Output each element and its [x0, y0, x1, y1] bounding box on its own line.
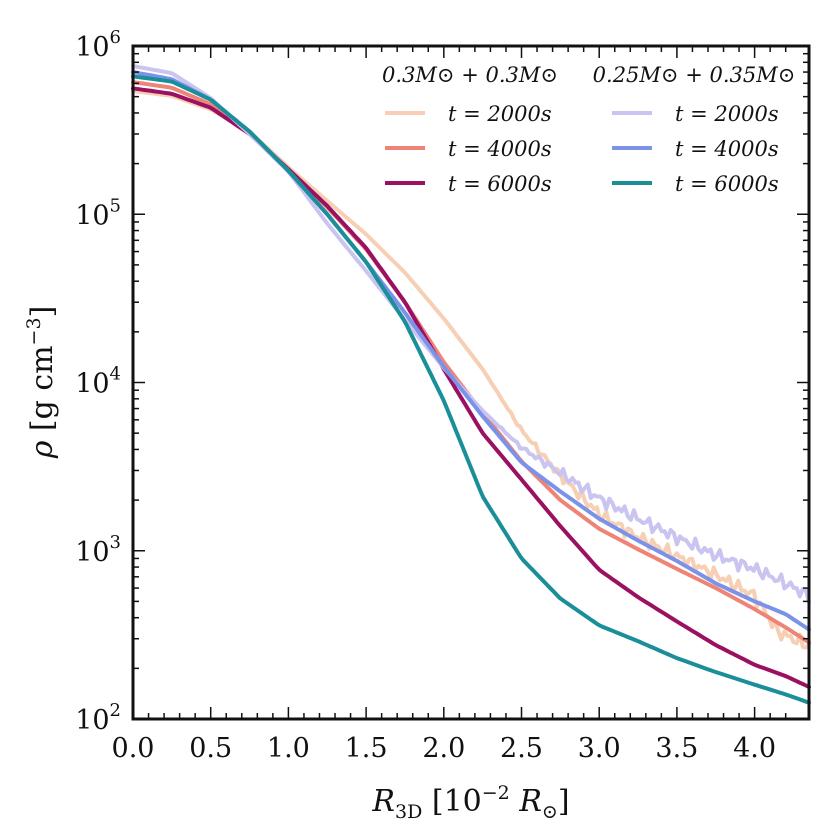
y-tick-label: 104: [75, 364, 121, 400]
y-tick-label: 106: [75, 27, 121, 63]
legend: 0.3M⊙ + 0.3M⊙ 0.25M⊙ + 0.35M⊙ t = 2000s …: [382, 63, 795, 196]
y-axis-title: ρ [g cm−3]: [23, 306, 60, 460]
series-layer: [131, 64, 811, 705]
y-tick-label: 103: [75, 532, 121, 568]
x-tick-label: 2.0: [422, 733, 465, 764]
legend-label: t = 2000s: [675, 102, 779, 126]
x-tick-label: 3.0: [578, 733, 621, 764]
legend-group-title: 0.25M⊙ + 0.35M⊙: [593, 63, 796, 87]
x-tick-label: 4.0: [733, 733, 776, 764]
y-tick-marks: [133, 52, 809, 720]
x-tick-label: 2.5: [500, 733, 543, 764]
legend-label: t = 4000s: [675, 137, 779, 161]
x-tick-labels: 0.0 0.5 1.0 1.5 2.0 2.5 3.0 3.5 4.0: [112, 733, 777, 764]
legend-group-title: 0.3M⊙ + 0.3M⊙: [382, 63, 558, 87]
y-tick-label: 102: [75, 700, 121, 736]
x-tick-marks: [132, 46, 787, 719]
x-tick-label: 0.5: [189, 733, 232, 764]
x-tick-label: 0.0: [112, 733, 155, 764]
x-tick-label: 3.5: [655, 733, 698, 764]
y-tick-label: 105: [75, 195, 121, 231]
x-tick-label: 1.5: [345, 733, 388, 764]
legend-label: t = 4000s: [448, 137, 552, 161]
x-axis-title: R3D [10−2 R⊙]: [371, 782, 569, 823]
legend-label: t = 6000s: [448, 172, 552, 196]
series-line: [131, 80, 811, 645]
y-tick-labels: 102 103 104 105 106: [75, 27, 121, 736]
legend-label: t = 2000s: [448, 102, 552, 126]
series-line: [131, 74, 811, 705]
x-tick-label: 1.0: [267, 733, 310, 764]
legend-label: t = 6000s: [675, 172, 779, 196]
